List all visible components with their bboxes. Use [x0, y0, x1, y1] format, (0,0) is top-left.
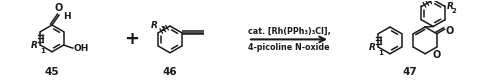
Text: R: R	[368, 43, 376, 52]
Text: 2: 2	[160, 26, 165, 32]
Text: 1: 1	[40, 48, 44, 54]
Text: R: R	[30, 41, 38, 50]
Text: +: +	[124, 30, 140, 48]
Text: R: R	[150, 21, 158, 30]
Text: O: O	[55, 3, 63, 13]
Text: 45: 45	[44, 67, 60, 77]
Text: R: R	[447, 2, 454, 11]
Text: 2: 2	[452, 8, 456, 14]
Text: 4-picoline N-oxide: 4-picoline N-oxide	[248, 43, 330, 52]
Text: 47: 47	[403, 67, 417, 77]
Text: cat. [Rh(PPh₃)₃Cl],: cat. [Rh(PPh₃)₃Cl],	[248, 26, 330, 35]
Text: O: O	[432, 50, 441, 60]
Text: 46: 46	[162, 67, 178, 77]
Text: OH: OH	[74, 44, 89, 53]
Text: 1: 1	[378, 50, 382, 56]
Text: O: O	[446, 26, 454, 36]
Text: H: H	[63, 12, 70, 21]
